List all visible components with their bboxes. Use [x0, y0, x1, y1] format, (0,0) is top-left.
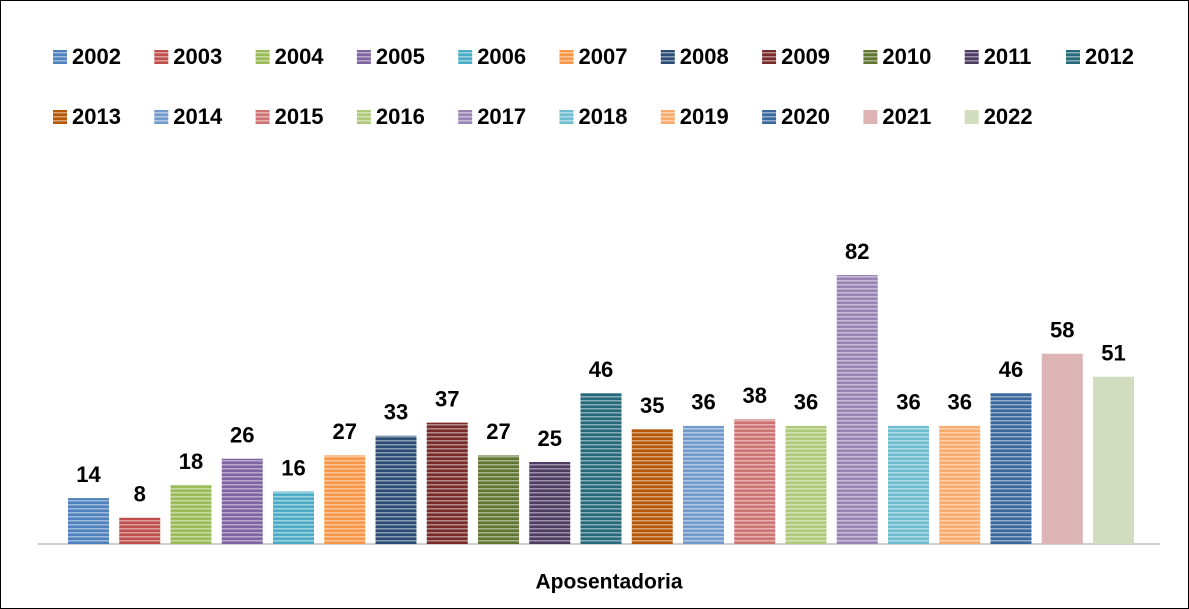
- bar: [939, 425, 981, 544]
- bar: [273, 491, 314, 544]
- legend-label: 2012: [1085, 44, 1134, 69]
- legend-label: 2021: [882, 104, 931, 129]
- value-label: 27: [333, 419, 357, 444]
- bar: [1093, 376, 1134, 544]
- value-label: 14: [76, 462, 101, 487]
- legend-swatch: [154, 110, 169, 124]
- legend-label: 2005: [376, 44, 425, 69]
- value-label: 36: [948, 390, 972, 415]
- legend-swatch: [863, 50, 878, 64]
- bar: [221, 458, 263, 544]
- legend-label: 2011: [984, 44, 1032, 69]
- value-label: 37: [435, 386, 459, 411]
- legend-label: 2019: [680, 104, 729, 129]
- legend-swatch: [762, 110, 777, 124]
- value-label: 8: [134, 482, 146, 507]
- legend-swatch: [660, 50, 675, 64]
- legend-label: 2018: [579, 104, 628, 129]
- legend-swatch: [559, 110, 574, 124]
- legend-swatch: [356, 110, 371, 124]
- bar: [170, 484, 212, 544]
- legend-swatch: [660, 110, 675, 124]
- value-label: 35: [640, 393, 664, 418]
- bar: [478, 455, 519, 544]
- legend-label: 2020: [781, 104, 830, 129]
- value-label: 36: [691, 390, 715, 415]
- legend-label: 2015: [275, 104, 324, 129]
- legend-swatch: [53, 110, 67, 124]
- legend-label: 2017: [477, 104, 526, 129]
- bar: [888, 425, 929, 544]
- legend-swatch: [255, 50, 270, 64]
- legend-label: 2010: [882, 44, 931, 69]
- bar: [785, 425, 827, 544]
- value-label: 38: [743, 383, 767, 408]
- legend-label: 2009: [781, 44, 830, 69]
- bar: [119, 517, 161, 544]
- legend-label: 2016: [376, 104, 425, 129]
- legend-swatch: [964, 50, 979, 64]
- legend-swatch: [154, 50, 169, 64]
- value-label: 25: [538, 426, 562, 451]
- legend-swatch: [458, 110, 473, 124]
- value-label: 46: [999, 357, 1023, 382]
- legend-swatch: [863, 110, 878, 124]
- value-label: 26: [230, 423, 254, 448]
- bar: [580, 393, 622, 544]
- bar: [990, 393, 1032, 544]
- legend-swatch: [356, 50, 371, 64]
- value-label: 33: [384, 400, 408, 425]
- value-label: 82: [845, 239, 869, 264]
- legend-swatch: [1066, 50, 1080, 64]
- bar: [529, 461, 571, 544]
- category-label: Aposentadoria: [535, 571, 682, 594]
- bar: [631, 429, 673, 544]
- bar: [324, 455, 366, 544]
- legend-swatch: [255, 110, 270, 124]
- legend-label: 2003: [173, 44, 222, 69]
- legend-swatch: [53, 50, 67, 64]
- legend-swatch: [964, 110, 979, 124]
- legend-swatch: [559, 50, 574, 64]
- bar: [683, 425, 724, 544]
- legend-swatch: [762, 50, 777, 64]
- bar: [836, 275, 878, 544]
- legend-label: 2014: [173, 104, 223, 129]
- value-label: 46: [589, 357, 613, 382]
- bar: [1041, 353, 1083, 544]
- value-label: 36: [794, 390, 818, 415]
- legend-label: 2013: [72, 104, 121, 129]
- bar: [734, 419, 776, 544]
- legend-label: 2004: [275, 44, 325, 69]
- legend-label: 2006: [477, 44, 526, 69]
- legend-label: 2008: [680, 44, 729, 69]
- value-label: 18: [179, 449, 203, 474]
- value-label: 51: [1101, 341, 1125, 366]
- legend-label: 2022: [984, 104, 1033, 129]
- legend-swatch: [458, 50, 473, 64]
- bar: [426, 422, 468, 544]
- value-label: 27: [486, 419, 510, 444]
- bar: [375, 435, 417, 544]
- legend-label: 2002: [72, 44, 121, 69]
- value-label: 36: [896, 390, 920, 415]
- value-label: 58: [1050, 318, 1074, 343]
- legend-label: 2007: [579, 44, 628, 69]
- bar: [68, 498, 109, 544]
- value-label: 16: [281, 455, 305, 480]
